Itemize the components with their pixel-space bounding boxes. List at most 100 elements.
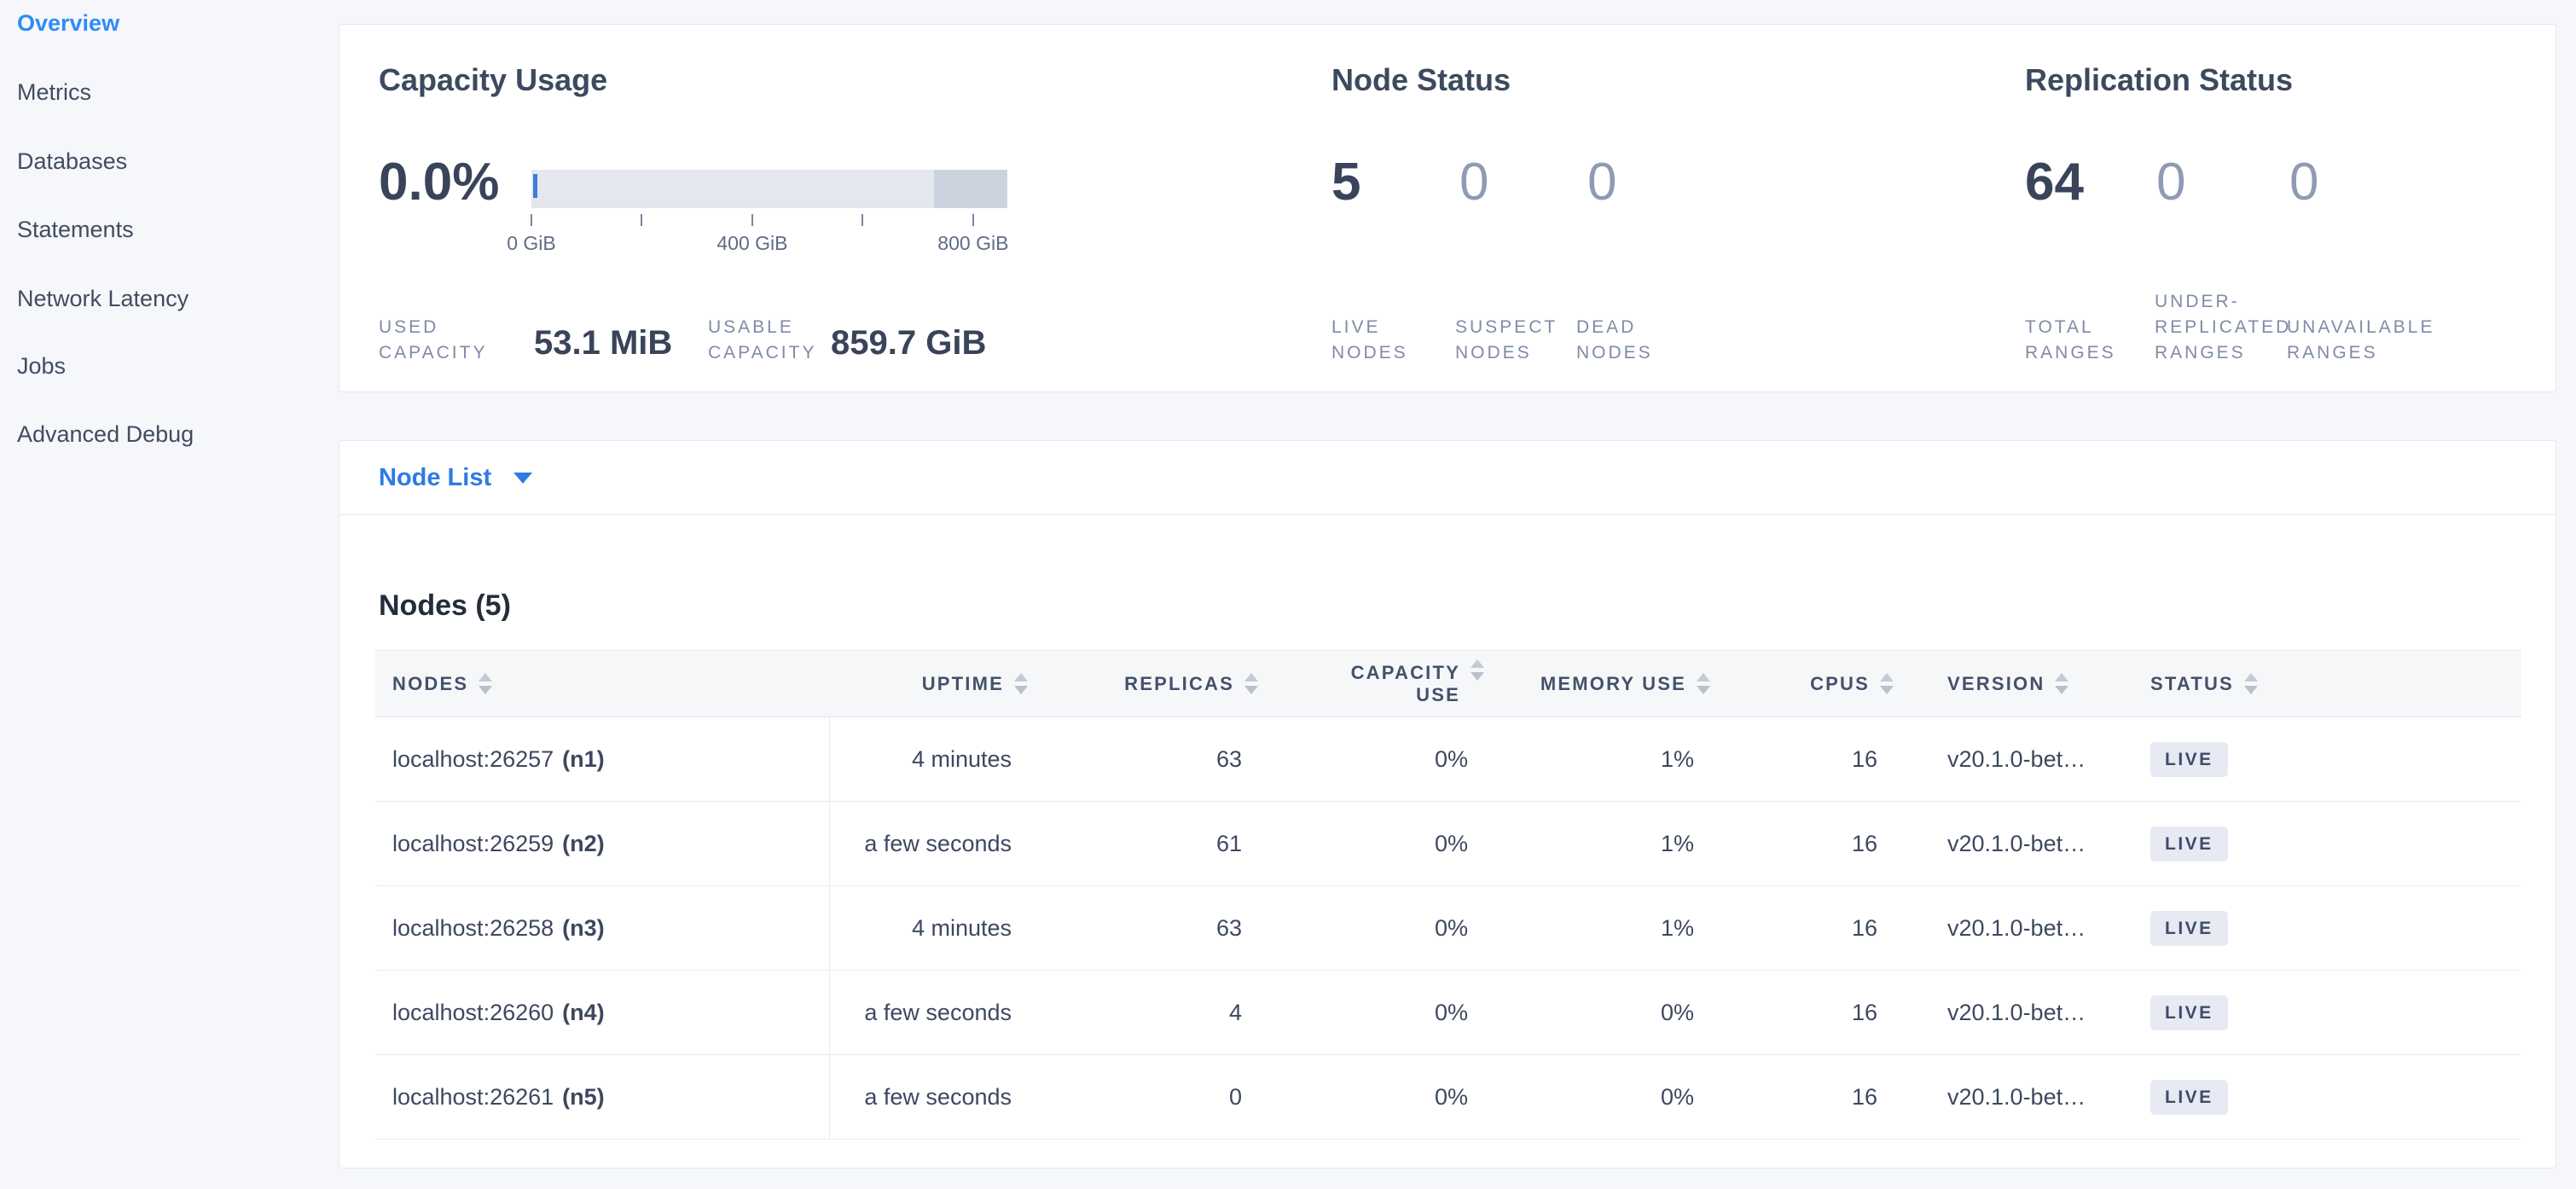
sort-icon[interactable] (2243, 673, 2258, 694)
status-cell: LIVE (2133, 717, 2521, 801)
sort-icon[interactable] (1880, 673, 1894, 694)
node-address: localhost:26259 (392, 830, 554, 856)
memory-use-cell: 0% (1660, 999, 1694, 1025)
node-list-dropdown-label: Node List (379, 463, 492, 491)
suspect-nodes-count: 0 (1459, 153, 1489, 212)
total-ranges-label: TOTAL RANGES (2025, 317, 2116, 362)
usable-capacity-label: USABLE CAPACITY (708, 317, 817, 362)
total-ranges-count: 64 (2025, 153, 2084, 212)
sidebar-item-advanced-debug[interactable]: Advanced Debug (17, 421, 194, 447)
replication-status-title: Replication Status (2025, 62, 2294, 97)
sort-icon[interactable] (1697, 673, 1710, 694)
cpus-cell: 16 (1851, 999, 1877, 1025)
sort-icon[interactable] (1014, 673, 1028, 694)
uptime-cell: 4 minutes (911, 914, 1012, 941)
col-header-status[interactable]: STATUS (2133, 651, 2521, 716)
col-header-replicas[interactable]: REPLICAS (1033, 651, 1263, 716)
cpus-cell: 16 (1851, 830, 1877, 856)
nodes-table-title: Nodes (5) (379, 589, 511, 623)
uptime-cell: 4 minutes (911, 745, 1012, 772)
sidebar-item-statements[interactable]: Statements (17, 217, 134, 242)
col-header-version[interactable]: VERSION (1899, 651, 2133, 716)
capacity-used-percent: 0.0% (379, 153, 500, 212)
node-id: (n3) (562, 914, 605, 941)
version-cell: v20.1.0-bet… (1947, 830, 2086, 856)
version-cell: v20.1.0-bet… (1947, 914, 2086, 941)
version-cell: v20.1.0-bet… (1947, 1083, 2086, 1110)
node-name-cell[interactable]: localhost:26260 (n4) (375, 971, 830, 1054)
sidebar-item-jobs[interactable]: Jobs (17, 353, 67, 379)
memory-use-cell: 1% (1660, 830, 1694, 856)
nodes-table-body: localhost:26257 (n1) 4 minutes 63 0% 1% … (375, 717, 2521, 1140)
table-row: localhost:26260 (n4) a few seconds 4 0% … (375, 971, 2521, 1055)
suspect-nodes-label: SUSPECT NODES (1455, 317, 1558, 362)
status-badge: LIVE (2150, 741, 2228, 777)
node-name-cell[interactable]: localhost:26257 (n1) (375, 717, 830, 801)
unavailable-count: 0 (2289, 153, 2319, 212)
capacity-use-cell: 0% (1434, 745, 1468, 772)
node-name-cell[interactable]: localhost:26259 (n2) (375, 802, 830, 885)
node-name-cell[interactable]: localhost:26258 (n3) (375, 886, 830, 970)
dead-nodes-label: DEAD NODES (1576, 317, 1653, 362)
col-header-cpus[interactable]: CPUS (1715, 651, 1899, 716)
gauge-ticks (531, 214, 1007, 226)
node-address: localhost:26258 (392, 914, 554, 941)
usable-capacity-value: 859.7 GiB (831, 324, 987, 362)
table-row: localhost:26261 (n5) a few seconds 0 0% … (375, 1055, 2521, 1140)
under-replicated-label: UNDER- REPLICATED RANGES (2155, 292, 2292, 362)
table-row: localhost:26257 (n1) 4 minutes 63 0% 1% … (375, 717, 2521, 802)
sidebar-item-overview[interactable]: Overview (17, 10, 120, 36)
nodes-table-header: NODES UPTIME REPLICAS CAPACITY USE MEMOR… (375, 650, 2521, 717)
live-nodes-count: 5 (1332, 153, 1361, 212)
status-cell: LIVE (2133, 971, 2521, 1054)
status-badge: LIVE (2150, 995, 2228, 1030)
status-badge: LIVE (2150, 910, 2228, 946)
sort-icon[interactable] (1471, 659, 1484, 681)
capacity-use-cell: 0% (1434, 914, 1468, 941)
nodes-table: NODES UPTIME REPLICAS CAPACITY USE MEMOR… (375, 650, 2521, 1140)
nodes-panel: Node List Nodes (5) NODES UPTIME REPLICA… (339, 440, 2556, 1169)
node-id: (n5) (562, 1083, 605, 1110)
sort-icon[interactable] (2055, 673, 2069, 694)
sidebar-item-network-latency[interactable]: Network Latency (17, 286, 189, 311)
col-header-capacity-use[interactable]: CAPACITY USE (1263, 651, 1489, 716)
gauge-used-marker (533, 174, 537, 198)
table-row: localhost:26259 (n2) a few seconds 61 0%… (375, 802, 2521, 886)
replicas-cell: 0 (1228, 1083, 1242, 1110)
node-id: (n1) (562, 745, 605, 772)
memory-use-cell: 1% (1660, 914, 1694, 941)
col-header-memory-use[interactable]: MEMORY USE (1489, 651, 1715, 716)
node-list-dropdown[interactable]: Node List (379, 463, 533, 492)
cluster-summary-panel: Capacity Usage 0.0% 0 GiB 400 GiB 800 GiB … (339, 24, 2556, 392)
gauge-dark-segment (933, 170, 1007, 208)
uptime-cell: a few seconds (864, 1083, 1012, 1110)
col-header-nodes[interactable]: NODES (375, 651, 830, 716)
status-cell: LIVE (2133, 802, 2521, 885)
sort-icon[interactable] (1244, 673, 1258, 694)
status-badge: LIVE (2150, 826, 2228, 861)
memory-use-cell: 0% (1660, 1083, 1694, 1110)
node-address: localhost:26257 (392, 745, 554, 772)
sort-icon[interactable] (479, 673, 493, 694)
replicas-cell: 4 (1228, 999, 1242, 1025)
cpus-cell: 16 (1851, 1083, 1877, 1110)
node-name-cell[interactable]: localhost:26261 (n5) (375, 1055, 830, 1139)
sidebar-item-metrics[interactable]: Metrics (17, 79, 91, 105)
node-id: (n4) (562, 999, 605, 1025)
status-cell: LIVE (2133, 1055, 2521, 1139)
live-nodes-label: LIVE NODES (1332, 317, 1408, 362)
unavailable-ranges-label: UNAVAILABLE RANGES (2287, 317, 2435, 362)
sidebar-item-databases[interactable]: Databases (17, 148, 128, 174)
col-header-uptime[interactable]: UPTIME (830, 651, 1033, 716)
capacity-use-cell: 0% (1434, 830, 1468, 856)
used-capacity-value: 53.1 MiB (534, 324, 673, 362)
used-capacity-label: USED CAPACITY (379, 317, 488, 362)
status-cell: LIVE (2133, 886, 2521, 970)
cpus-cell: 16 (1851, 745, 1877, 772)
replicas-cell: 61 (1215, 830, 1242, 856)
sidebar: Overview Metrics Databases Statements Ne… (0, 0, 338, 1189)
dead-nodes-count: 0 (1587, 153, 1617, 212)
memory-use-cell: 1% (1660, 745, 1694, 772)
node-address: localhost:26260 (392, 999, 554, 1025)
